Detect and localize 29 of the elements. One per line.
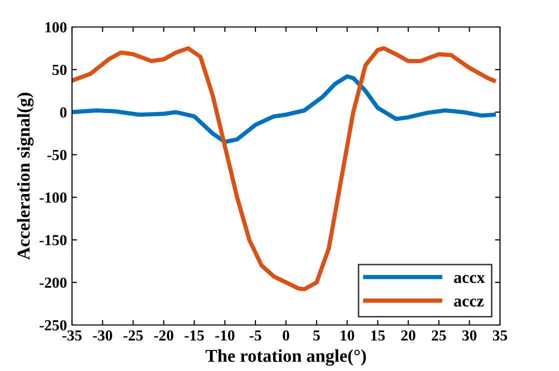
y-tick-label: -50 (47, 150, 67, 160)
x-tick-label: 10 (340, 330, 354, 341)
x-tick-label: 20 (401, 330, 416, 341)
y-tick-label: -250 (40, 320, 67, 330)
y-tick-label: -150 (40, 235, 67, 246)
x-tick-label: -10 (215, 330, 234, 341)
y-tick-label: 100 (45, 22, 67, 32)
x-tick-label: 30 (462, 330, 476, 341)
legend-label: accz (454, 298, 484, 307)
x-tick-label: 5 (313, 330, 320, 341)
x-tick-label: 15 (371, 330, 385, 341)
x-tick-label: -15 (184, 330, 204, 341)
x-axis-title: The rotation angle(°) (206, 349, 366, 366)
x-tick-label: -30 (92, 330, 112, 341)
y-tick-label: -100 (40, 192, 67, 203)
x-tick-label: 0 (282, 330, 290, 341)
y-tick-label: -200 (40, 278, 67, 288)
x-tick-label: -35 (62, 330, 82, 341)
line-series (72, 74, 496, 144)
y-tick-label: 0 (60, 107, 67, 118)
x-tick-label: -20 (154, 330, 174, 341)
y-axis-title: Acceleration signal(g) (17, 92, 34, 260)
x-tick-label: 25 (432, 330, 446, 341)
legend-label: accx (454, 275, 485, 284)
x-tick-label: 35 (492, 330, 508, 341)
x-tick-label: -25 (124, 330, 143, 341)
line-series (72, 46, 496, 292)
x-tick-label: -5 (250, 330, 262, 341)
y-tick-label: 50 (52, 64, 67, 76)
